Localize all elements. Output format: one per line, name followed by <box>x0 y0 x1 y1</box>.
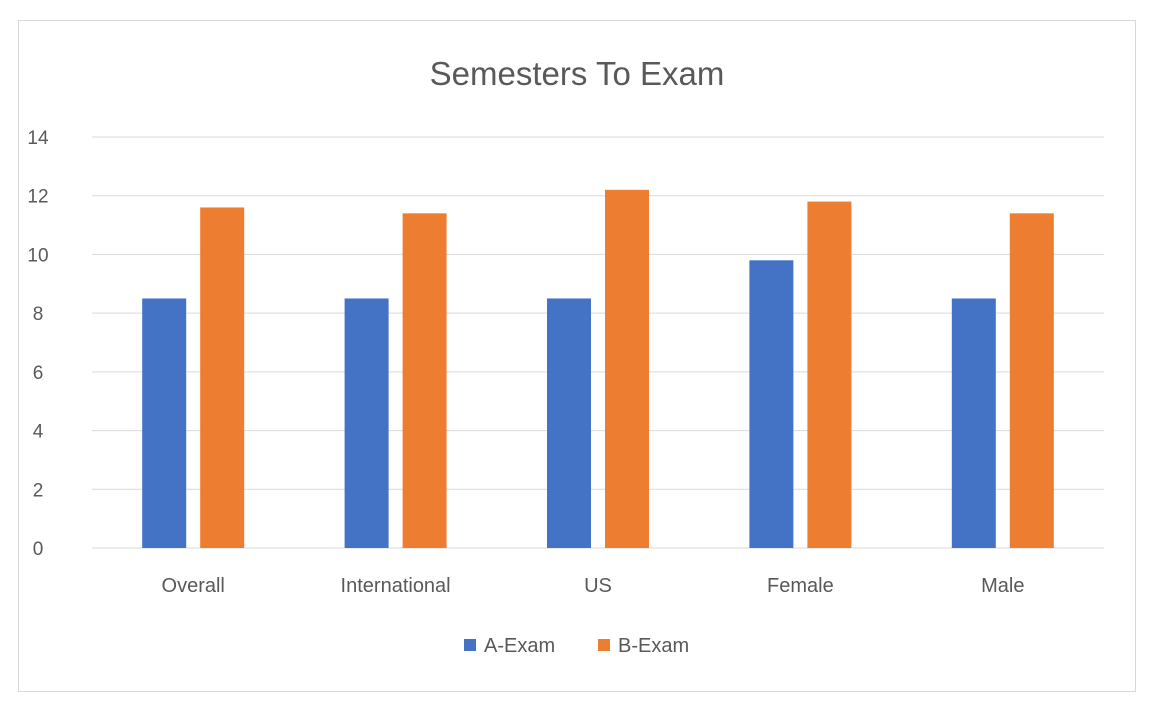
x-category-label: US <box>584 575 612 597</box>
x-category-label: Overall <box>162 575 225 597</box>
bar-a-exam-overall <box>142 298 187 548</box>
y-axis-ticks: 0 2 4 6 8 10 12 14 <box>27 128 49 560</box>
x-category-label: Male <box>981 575 1024 597</box>
gridlines <box>92 136 1104 549</box>
chart-title: Semesters To Exam <box>430 55 725 92</box>
bar-a-exam-male <box>951 298 996 548</box>
bar-b-exam-overall <box>200 207 245 548</box>
x-axis-labels: Overall International US Female Male <box>162 575 1025 597</box>
bar-a-exam-female <box>749 260 794 548</box>
x-category-label: International <box>341 575 451 597</box>
x-category-label: Female <box>767 575 834 597</box>
y-tick-label: 14 <box>27 128 49 149</box>
bar-a-exam-international <box>344 298 389 548</box>
bar-b-exam-international <box>402 213 447 549</box>
y-tick-label: 12 <box>27 187 48 208</box>
bar-a-exam-us <box>547 298 591 548</box>
y-tick-label: 4 <box>33 422 44 443</box>
legend-label-b-exam: B-Exam <box>618 635 689 657</box>
legend-swatch-a-exam <box>464 639 476 651</box>
bar-b-exam-male <box>1009 213 1054 549</box>
y-tick-label: 8 <box>33 304 44 325</box>
y-tick-label: 2 <box>33 480 44 501</box>
bars <box>142 189 1054 549</box>
y-tick-label: 0 <box>33 539 44 560</box>
legend-swatch-b-exam <box>598 639 610 651</box>
bar-b-exam-female <box>807 201 852 549</box>
bar-b-exam-us <box>605 189 649 549</box>
legend-label-a-exam: A-Exam <box>484 635 555 657</box>
y-tick-label: 10 <box>27 245 48 266</box>
y-tick-label: 6 <box>33 363 44 384</box>
legend: A-Exam B-Exam <box>464 635 689 657</box>
